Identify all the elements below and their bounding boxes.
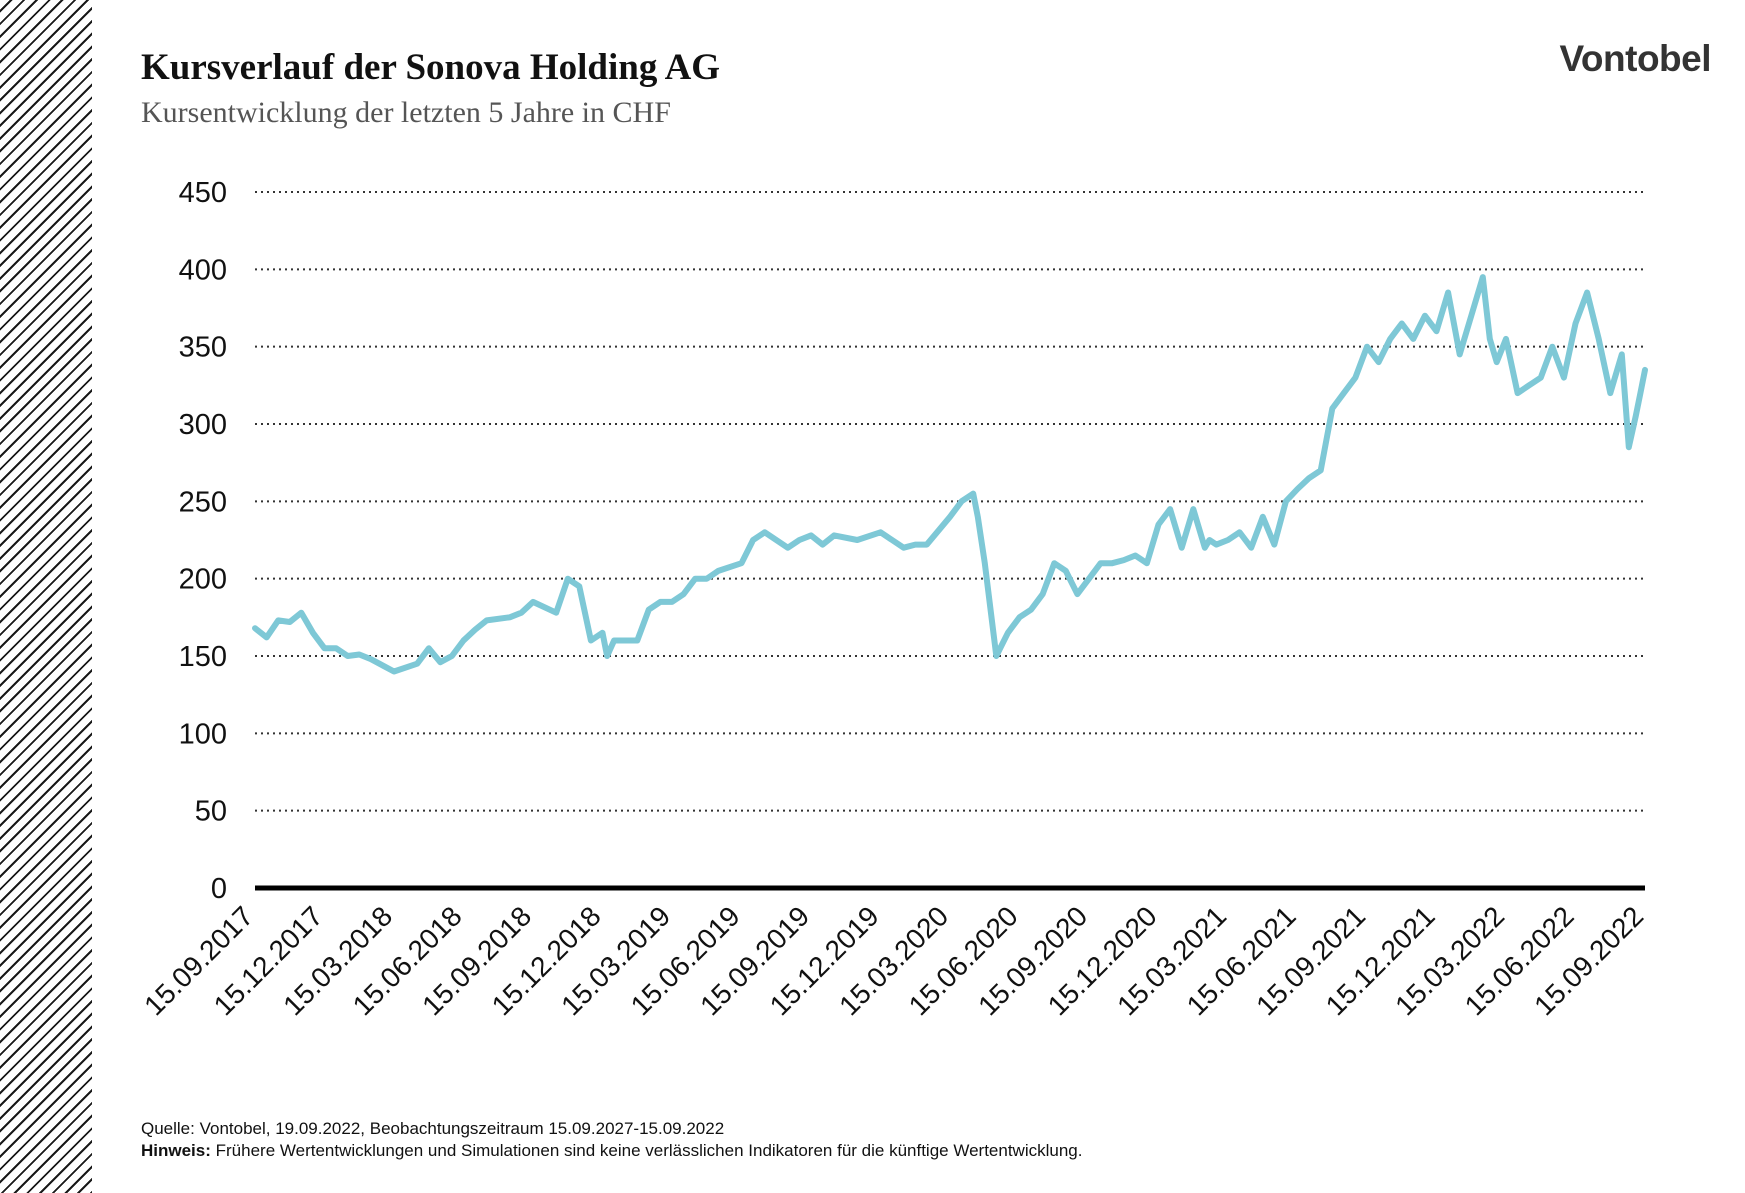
chart-footer: Quelle: Vontobel, 19.09.2022, Beobachtun…: [141, 1118, 1082, 1162]
y-tick-label: 200: [179, 564, 227, 596]
hatched-side-band: [0, 0, 92, 1193]
y-tick-label: 100: [179, 718, 227, 750]
y-tick-label: 50: [195, 796, 227, 828]
y-axis-tick-labels: 0 50 100 150 200 250 300 350 400 450: [179, 177, 227, 905]
disclaimer-label: Hinweis:: [141, 1141, 211, 1160]
vontobel-logo: Vontobel: [1559, 38, 1711, 79]
y-tick-label: 300: [179, 409, 227, 441]
y-tick-label: 450: [179, 177, 227, 209]
chart-subtitle: Kursentwicklung der letzten 5 Jahre in C…: [141, 96, 671, 129]
y-tick-label: 150: [179, 641, 227, 673]
y-tick-label: 350: [179, 332, 227, 364]
x-axis-tick-labels: 15.09.201715.12.201715.03.201815.06.2018…: [138, 900, 1649, 1021]
series-line-sonova-price: [252, 274, 1648, 675]
disclaimer-text: Frühere Wertentwicklungen und Simulation…: [210, 1141, 1083, 1160]
y-tick-label: 250: [179, 486, 227, 518]
chart-title: Kursverlauf der Sonova Holding AG: [141, 47, 721, 88]
y-tick-label: 400: [179, 254, 227, 286]
disclaimer-note: Hinweis: Frühere Wertentwicklungen und S…: [141, 1140, 1082, 1162]
y-tick-label: 0: [211, 873, 227, 905]
gridlines: [255, 191, 1645, 812]
source-note: Quelle: Vontobel, 19.09.2022, Beobachtun…: [141, 1119, 725, 1138]
